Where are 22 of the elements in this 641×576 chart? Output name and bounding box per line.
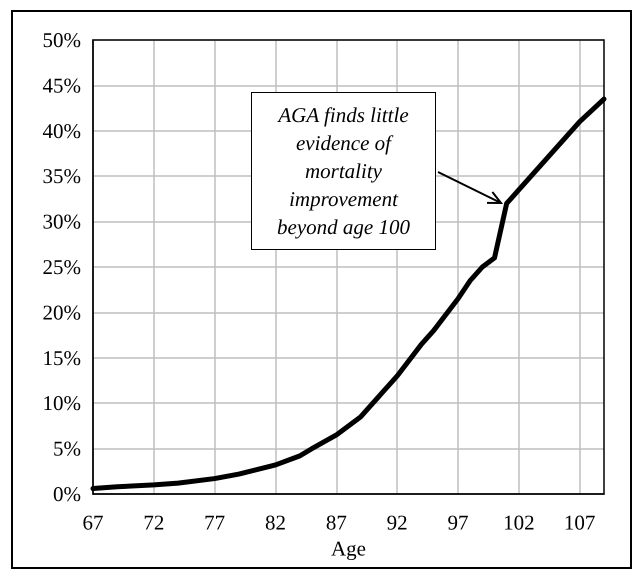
x-tick-label: 72	[143, 510, 164, 534]
y-tick-label: 15%	[42, 346, 81, 370]
x-tick-label: 82	[265, 510, 286, 534]
x-tick-label: 67	[82, 510, 104, 534]
y-tick-label: 30%	[42, 210, 81, 234]
y-tick-label: 45%	[42, 73, 81, 98]
x-tick-label: 102	[503, 510, 535, 534]
y-tick-label: 50%	[42, 28, 81, 52]
x-axis-title: Age	[331, 536, 366, 560]
y-tick-label: 40%	[42, 118, 81, 143]
y-tick-label: 20%	[42, 300, 81, 324]
y-tick-label: 5%	[53, 436, 81, 461]
y-tick-label: 35%	[42, 164, 81, 188]
x-tick-label: 107	[564, 510, 596, 534]
annotation: AGA finds little evidence of mortality improvement beyond age 100	[251, 92, 436, 250]
y-tick-label: 25%	[42, 255, 81, 279]
x-tick-label: 97	[448, 510, 468, 534]
x-tick-label: 77	[204, 510, 226, 534]
x-tick-label: 92	[386, 510, 408, 534]
y-tick-label: 10%	[42, 391, 81, 416]
y-tick-label: 0%	[53, 482, 81, 506]
x-tick-label: 87	[326, 510, 347, 534]
